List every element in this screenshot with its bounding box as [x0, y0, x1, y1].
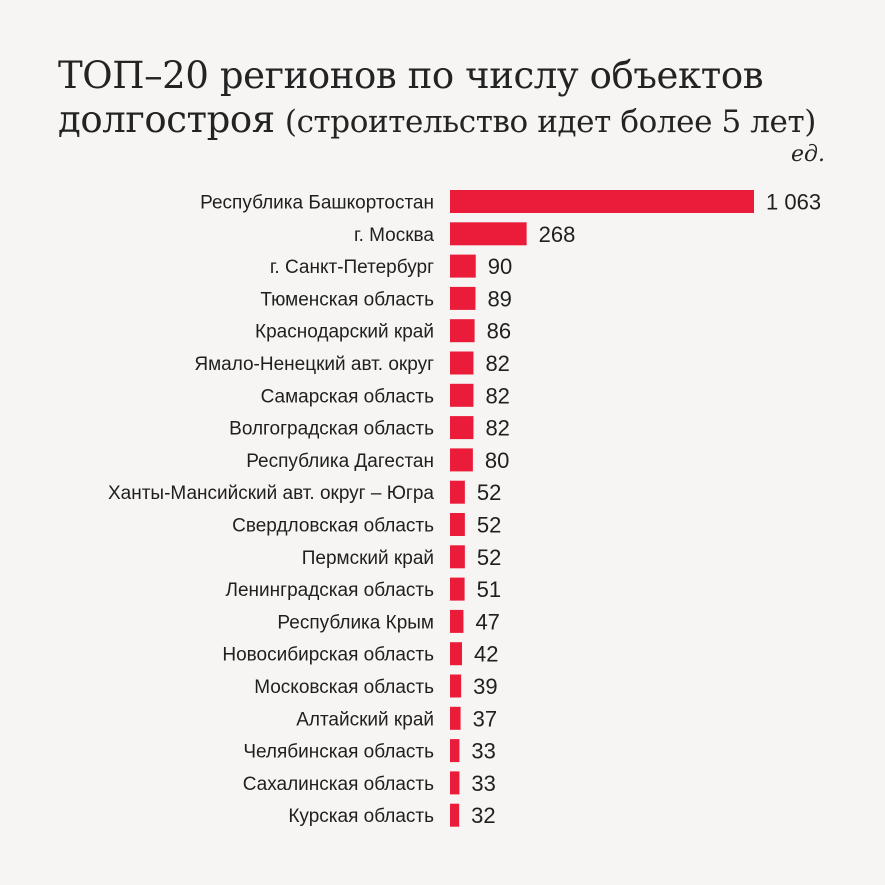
- value-label-10: 52: [477, 513, 501, 538]
- unit-label: ед.: [791, 142, 825, 167]
- value-label-15: 39: [473, 674, 497, 699]
- value-label-12: 51: [477, 577, 501, 602]
- category-label-7: Волгоградская область: [229, 419, 434, 440]
- bar-2: [450, 254, 476, 278]
- value-label-11: 52: [477, 545, 501, 570]
- category-label-4: Краснодарский край: [255, 322, 434, 343]
- category-label-17: Челябинская область: [243, 742, 434, 763]
- bar-14: [450, 642, 463, 666]
- value-label-5: 82: [485, 351, 509, 376]
- bar-8: [450, 448, 473, 472]
- category-label-10: Свердловская область: [232, 516, 434, 537]
- category-label-14: Новосибирская область: [222, 645, 434, 666]
- value-label-8: 80: [485, 448, 509, 473]
- bar-18: [450, 771, 460, 795]
- category-label-3: Тюменская область: [260, 289, 434, 310]
- value-label-19: 32: [471, 803, 495, 828]
- bar-5: [450, 351, 474, 375]
- category-label-6: Самарская область: [261, 386, 435, 407]
- category-label-0: Республика Башкортостан: [200, 193, 434, 214]
- bar-13: [450, 609, 464, 633]
- category-label-16: Алтайский край: [296, 709, 434, 730]
- bar-1: [450, 222, 527, 246]
- value-label-14: 42: [474, 642, 498, 667]
- category-label-8: Республика Дагестан: [246, 451, 434, 472]
- bar-19: [450, 803, 460, 827]
- category-label-9: Ханты-Мансийский авт. округ – Югра: [108, 483, 434, 504]
- bar-7: [450, 416, 474, 440]
- bar-6: [450, 383, 474, 407]
- value-label-0: 1 063: [766, 190, 821, 215]
- bar-12: [450, 577, 465, 601]
- category-label-11: Пермский край: [302, 548, 434, 569]
- value-label-16: 37: [473, 706, 497, 731]
- category-label-12: Ленинградская область: [226, 580, 435, 601]
- value-label-2: 90: [488, 254, 512, 279]
- chart-title: ТОП–20 регионов по числу объектов долгос…: [58, 54, 858, 141]
- value-label-1: 268: [539, 222, 576, 247]
- bar-3: [450, 286, 476, 310]
- value-label-18: 33: [471, 771, 495, 796]
- chart-title-line2: долгостроя: [58, 97, 275, 141]
- category-label-13: Республика Крым: [277, 612, 434, 633]
- category-label-15: Московская область: [254, 677, 434, 698]
- value-label-13: 47: [475, 609, 499, 634]
- bar-16: [450, 706, 461, 730]
- category-label-18: Сахалинская область: [243, 774, 434, 795]
- category-label-2: г. Санкт-Петербург: [270, 257, 434, 278]
- value-label-3: 89: [487, 286, 511, 311]
- bar-0: [450, 190, 754, 213]
- chart-title-line1: ТОП–20 регионов по числу объектов: [58, 54, 764, 97]
- value-label-7: 82: [485, 416, 509, 441]
- value-label-17: 33: [471, 739, 495, 764]
- bar-11: [450, 545, 465, 569]
- value-label-4: 86: [487, 319, 511, 344]
- bar-17: [450, 739, 460, 763]
- value-label-9: 52: [477, 480, 501, 505]
- bar-4: [450, 319, 475, 343]
- chart-subtitle: (строительство идет более 5 лет): [284, 103, 816, 140]
- category-label-1: г. Москва: [354, 225, 434, 246]
- value-label-6: 82: [485, 383, 509, 408]
- category-label-19: Курская область: [288, 806, 434, 827]
- bar-10: [450, 513, 465, 536]
- bar-15: [450, 674, 462, 698]
- category-label-5: Ямало-Ненецкий авт. округ: [194, 354, 434, 375]
- bar-9: [450, 480, 465, 504]
